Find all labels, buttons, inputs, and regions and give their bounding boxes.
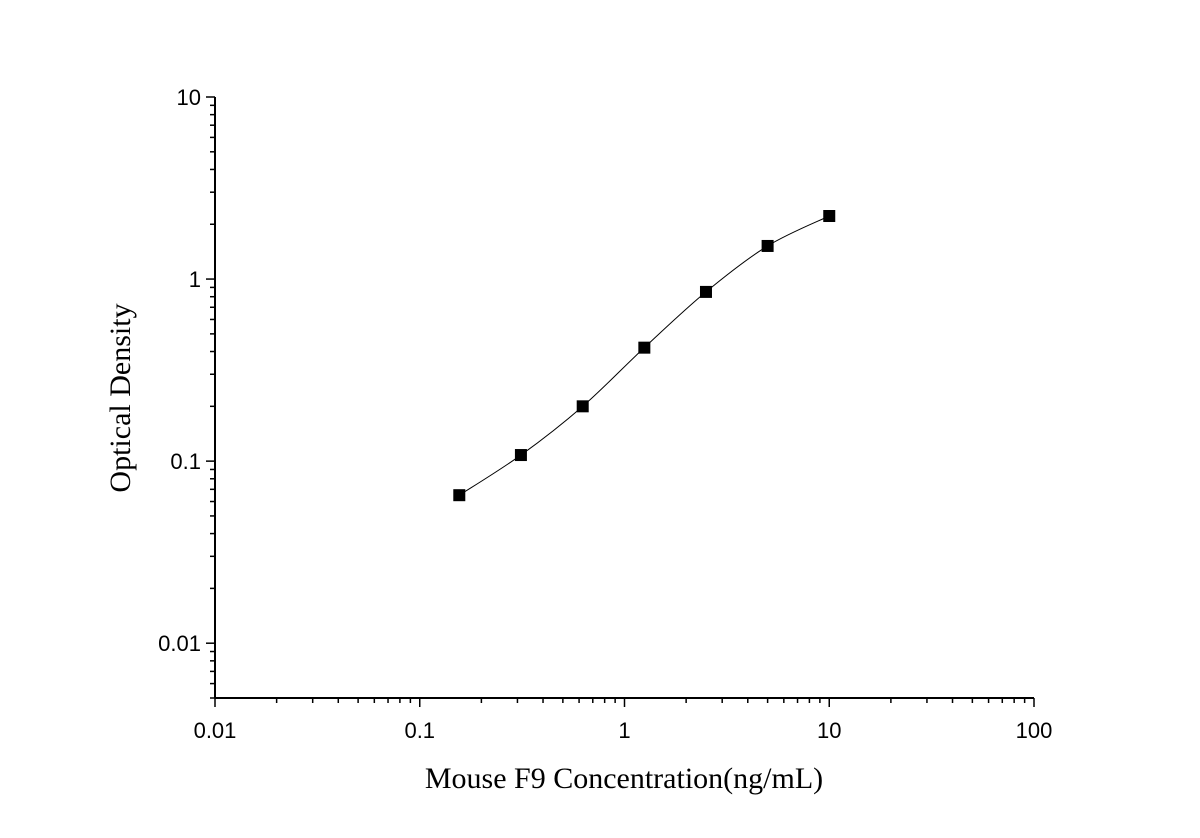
x-tick-label: 0.1 — [404, 718, 435, 743]
data-point — [453, 489, 466, 502]
data-point — [823, 210, 836, 223]
x-tick-label: 10 — [817, 718, 841, 743]
x-axis-title: Mouse F9 Concentration(ng/mL) — [425, 762, 823, 795]
data-point — [576, 400, 589, 413]
x-ticks — [214, 698, 1035, 707]
y-tick-label: 1 — [189, 267, 201, 292]
fit-curve-line — [459, 215, 830, 496]
y-ticks — [206, 96, 215, 699]
y-tick-label: 10 — [177, 85, 201, 110]
data-point — [699, 285, 712, 298]
x-tick-label: 100 — [1016, 718, 1053, 743]
x-tick-label: 1 — [618, 718, 630, 743]
data-point — [638, 341, 651, 354]
y-tick-label: 0.1 — [170, 449, 201, 474]
y-tick-label: 0.01 — [158, 631, 201, 656]
axes — [214, 97, 1034, 699]
y-axis-title: Optical Density — [104, 303, 137, 492]
x-tick-label: 0.01 — [194, 718, 237, 743]
data-point — [514, 449, 527, 462]
x-tick-labels: 0.01 0.1 1 10 100 — [194, 718, 1053, 743]
data-points — [453, 210, 836, 502]
data-point — [761, 239, 774, 252]
y-tick-labels: 0.01 0.1 1 10 — [158, 85, 201, 656]
